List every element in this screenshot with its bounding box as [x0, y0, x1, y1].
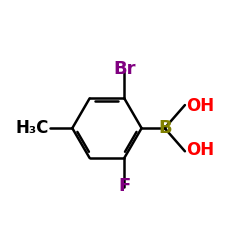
Text: OH: OH: [186, 97, 214, 115]
Text: Br: Br: [113, 60, 136, 78]
Text: OH: OH: [186, 141, 214, 159]
Text: B: B: [158, 119, 172, 137]
Text: H₃C: H₃C: [16, 119, 49, 137]
Text: F: F: [118, 177, 130, 195]
